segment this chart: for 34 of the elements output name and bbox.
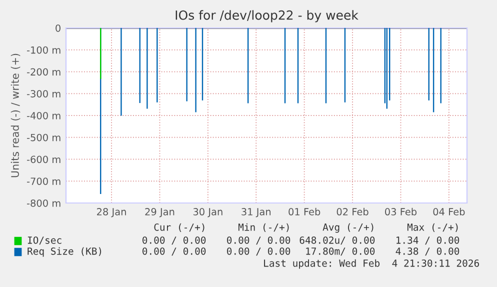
text: 0.00 / 0.00 xyxy=(226,247,290,256)
text: 648.02u/ 0.00 xyxy=(300,236,375,245)
text: 0.00 / 0.00 xyxy=(142,236,206,245)
text: Max (-/+) xyxy=(407,223,458,232)
x-tick-label: 30 Jan xyxy=(193,208,222,218)
text: 4.38 / 0.00 xyxy=(396,247,460,256)
legend-label: IO/sec xyxy=(28,236,62,245)
x-tick-label: 04 Feb xyxy=(433,208,465,216)
y-tick-label: 0 xyxy=(56,24,60,32)
text: 1.34 / 0.00 xyxy=(396,236,460,245)
y-tick-label: -700 m xyxy=(26,178,60,185)
y-tick-label: -300 m xyxy=(26,90,60,98)
x-tick-label: 29 Jan xyxy=(145,208,174,218)
x-tick-label: 03 Feb xyxy=(385,208,417,216)
legend-label: Req Size (KB) xyxy=(28,247,102,257)
y-tick-label: -200 m xyxy=(26,68,60,76)
x-tick-label: 02 Feb xyxy=(336,208,368,216)
text: Last update: Wed Feb 4 21:30:11 2026 xyxy=(264,259,479,269)
y-tick-label: -100 m xyxy=(26,46,60,54)
x-tick-label: 28 Jan xyxy=(97,208,126,218)
text: 0.00 / 0.00 xyxy=(142,247,206,256)
y-tick-label: -500 m xyxy=(26,134,60,142)
text: Cur (-/+) xyxy=(154,223,204,232)
text: 0.00 / 0.00 xyxy=(226,236,290,245)
x-tick-label: 31 Jan xyxy=(242,208,271,218)
text: Min (-/+) xyxy=(238,223,289,232)
y-tick-label: -800 m xyxy=(26,199,60,207)
text: 17.80m/ 0.00 xyxy=(306,247,375,256)
chart-title: IOs for /dev/loop22 - by week xyxy=(176,10,358,22)
text: Avg (-/+) xyxy=(322,223,374,233)
x-tick-label: 01 Feb xyxy=(288,208,320,216)
y-axis-title: Units read (-) / write (+) xyxy=(10,54,20,178)
y-tick-label: -400 m xyxy=(26,112,60,120)
y-tick-label: -600 m xyxy=(26,156,60,164)
